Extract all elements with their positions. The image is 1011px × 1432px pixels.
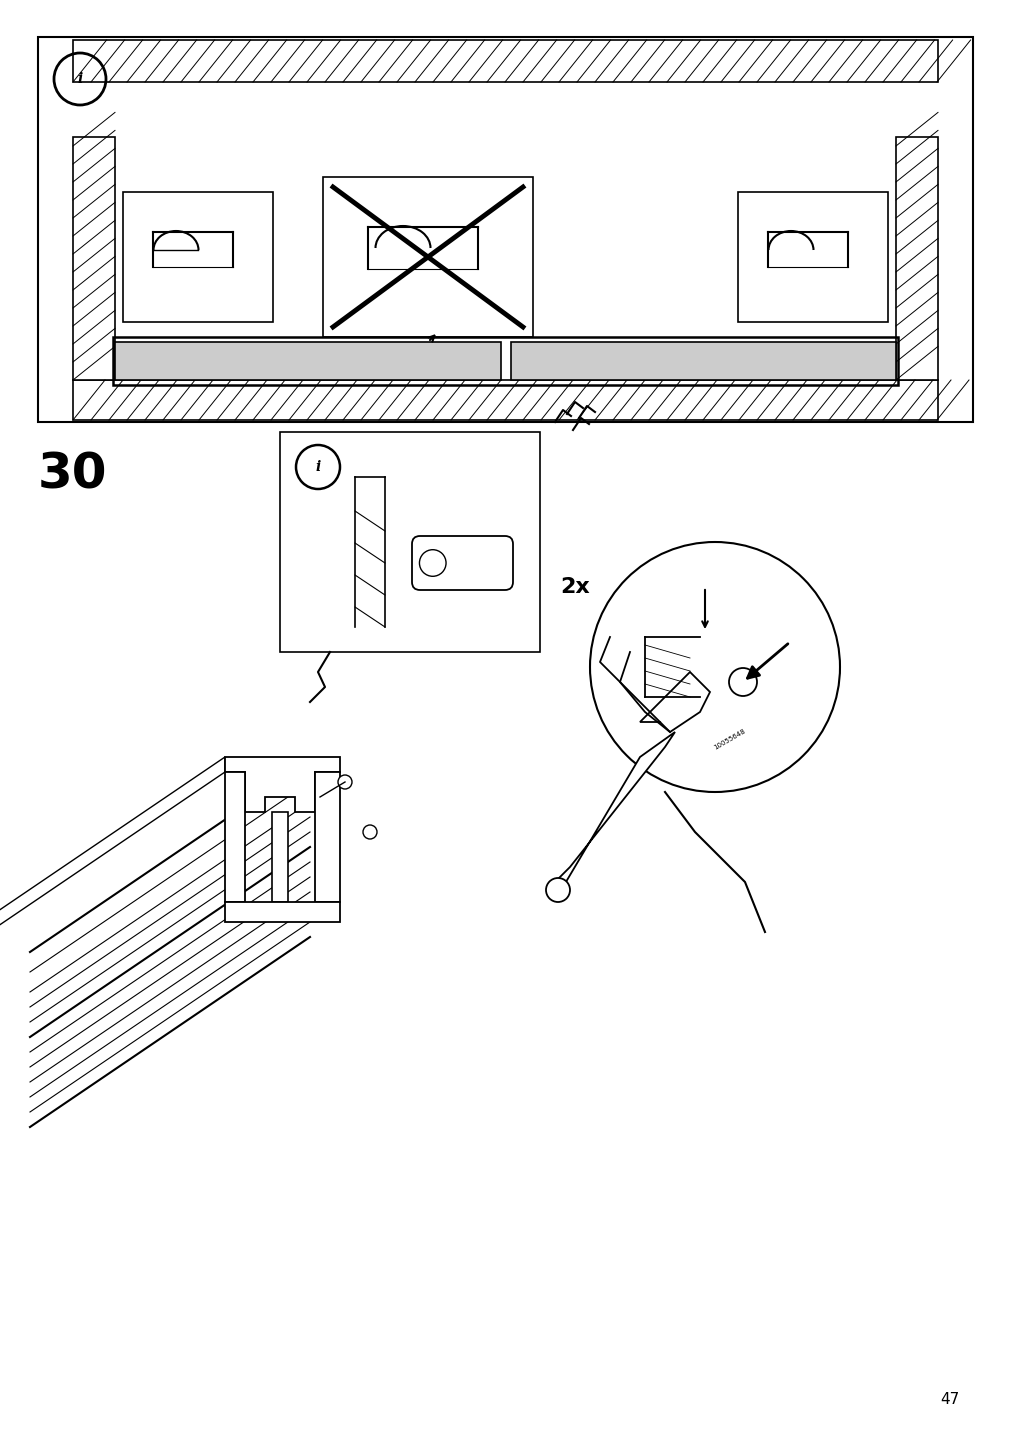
FancyBboxPatch shape (411, 536, 513, 590)
Polygon shape (639, 672, 710, 732)
Polygon shape (0, 758, 224, 962)
Bar (73, 137, 115, 379)
Polygon shape (272, 812, 288, 902)
Bar (113, 337, 897, 385)
Bar (280, 432, 540, 652)
Bar (895, 137, 937, 379)
Bar (38, 37, 972, 422)
Polygon shape (554, 732, 674, 892)
Bar (737, 192, 887, 322)
Bar (510, 342, 895, 379)
Polygon shape (224, 758, 340, 812)
Text: 2x: 2x (559, 577, 589, 597)
Bar (115, 342, 500, 379)
Bar (73, 40, 937, 82)
Text: 47: 47 (939, 1392, 958, 1408)
Bar (73, 379, 937, 420)
Polygon shape (224, 772, 245, 902)
Bar (123, 192, 273, 322)
Polygon shape (224, 902, 340, 922)
Text: 30: 30 (38, 450, 107, 498)
Circle shape (363, 825, 377, 839)
Polygon shape (314, 772, 340, 902)
Circle shape (546, 878, 569, 902)
Circle shape (338, 775, 352, 789)
Text: 10055648: 10055648 (713, 727, 746, 750)
Circle shape (728, 667, 756, 696)
Text: i: i (77, 72, 83, 86)
Circle shape (589, 541, 839, 792)
Text: i: i (315, 460, 320, 474)
Bar (323, 178, 533, 337)
